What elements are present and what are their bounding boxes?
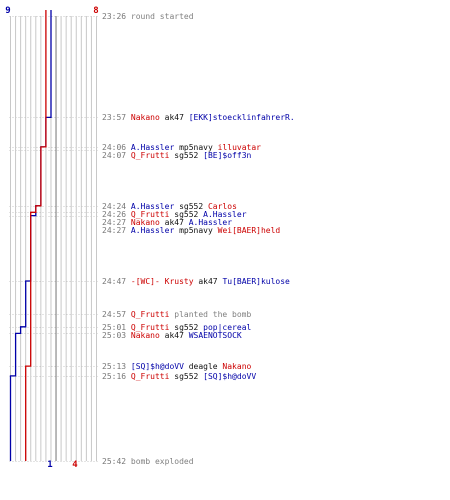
event-segment: Q_Frutti bbox=[131, 151, 170, 160]
t-start-count: 8 bbox=[93, 6, 98, 16]
event-segment: A.Hassler bbox=[131, 226, 175, 235]
event-time: 24:47 bbox=[102, 277, 131, 286]
event-segment: planted the bomb bbox=[169, 310, 251, 319]
event-segment: WSAENOTSOCK bbox=[189, 331, 242, 340]
event-time: 23:26 bbox=[102, 12, 131, 21]
event-segment: ak47 bbox=[160, 331, 189, 340]
event-segment: [EKK]stoecklinfahrerR. bbox=[189, 113, 295, 122]
ct-start-count: 9 bbox=[5, 6, 10, 16]
event-segment: A.Hassler bbox=[131, 143, 175, 152]
t-alive-line bbox=[25, 10, 47, 461]
event-time: 24:06 bbox=[102, 143, 131, 152]
event-time: 25:13 bbox=[102, 362, 131, 371]
event-time: 23:57 bbox=[102, 113, 131, 122]
event-segment: Q_Frutti bbox=[131, 323, 170, 332]
event-row: 25:01 Q_Frutti sg552 pop|cereal bbox=[102, 323, 252, 332]
event-row: 25:16 Q_Frutti sg552 [SQ]$h@doVV bbox=[102, 372, 256, 381]
event-segment: [BE]$off3n bbox=[203, 151, 251, 160]
event-segment: A.Hassler bbox=[203, 210, 247, 219]
event-segment: Tu[BAER]kulose bbox=[222, 277, 290, 286]
event-time: 24:27 bbox=[102, 218, 131, 227]
player-grid bbox=[10, 16, 97, 461]
event-time: 25:42 bbox=[102, 457, 131, 466]
t-end-count: 4 bbox=[72, 460, 78, 470]
event-segment: A.Hassler bbox=[189, 218, 233, 227]
event-log: 23:26 round started 23:57 Nakano ak47 [EK… bbox=[102, 12, 295, 466]
time-ticks bbox=[9, 16, 98, 462]
event-segment: A.Hassler bbox=[131, 202, 175, 211]
event-row: 25:42 bomb exploded bbox=[102, 457, 194, 466]
event-time: 25:01 bbox=[102, 323, 131, 332]
event-row: 24:06 A.Hassler mp5navy illuvatar bbox=[102, 143, 261, 152]
event-time: 24:24 bbox=[102, 202, 131, 211]
event-row: 24:26 Q_Frutti sg552 A.Hassler bbox=[102, 210, 247, 219]
event-time: 24:26 bbox=[102, 210, 131, 219]
event-segment: -[WC]- Krusty bbox=[131, 277, 194, 286]
event-segment: ak47 bbox=[160, 218, 189, 227]
event-segment: sg552 bbox=[169, 210, 203, 219]
event-segment: sg552 bbox=[169, 151, 203, 160]
event-segment: sg552 bbox=[169, 372, 203, 381]
event-segment: deagle bbox=[184, 362, 223, 371]
event-segment: mp5navy bbox=[174, 143, 217, 152]
event-segment: [SQ]$h@doVV bbox=[131, 362, 184, 371]
event-row: 24:07 Q_Frutti sg552 [BE]$off3n bbox=[102, 151, 252, 160]
event-row: 25:03 Nakano ak47 WSAENOTSOCK bbox=[102, 331, 242, 340]
event-row: 23:26 round started bbox=[102, 12, 194, 21]
event-segment: Nakano bbox=[131, 218, 160, 227]
event-row: 24:24 A.Hassler sg552 Carlos bbox=[102, 202, 237, 211]
event-segment: illuvatar bbox=[218, 143, 262, 152]
event-segment: Q_Frutti bbox=[131, 372, 170, 381]
event-segment: Q_Frutti bbox=[131, 310, 170, 319]
event-time: 25:16 bbox=[102, 372, 131, 381]
event-time: 25:03 bbox=[102, 331, 131, 340]
event-segment: Q_Frutti bbox=[131, 210, 170, 219]
event-segment: ak47 bbox=[160, 113, 189, 122]
event-segment: mp5navy bbox=[174, 226, 217, 235]
event-row: 25:13 [SQ]$h@doVV deagle Nakano bbox=[102, 362, 252, 371]
event-segment: sg552 bbox=[169, 323, 203, 332]
event-segment: sg552 bbox=[174, 202, 208, 211]
event-segment: Nakano bbox=[131, 113, 160, 122]
event-time: 24:27 bbox=[102, 226, 131, 235]
event-segment: Carlos bbox=[208, 202, 237, 211]
event-segment: ak47 bbox=[194, 277, 223, 286]
event-row: 24:57 Q_Frutti planted the bomb bbox=[102, 310, 252, 319]
event-segment: Wei[BAER]held bbox=[218, 226, 281, 235]
event-row: 24:27 A.Hassler mp5navy Wei[BAER]held bbox=[102, 226, 280, 235]
event-segment: bomb exploded bbox=[131, 457, 194, 466]
event-time: 24:07 bbox=[102, 151, 131, 160]
event-segment: round started bbox=[131, 12, 194, 21]
event-segment: Nakano bbox=[131, 331, 160, 340]
ct-end-count: 1 bbox=[47, 460, 52, 470]
event-segment: pop|cereal bbox=[203, 323, 251, 332]
event-time: 24:57 bbox=[102, 310, 131, 319]
event-row: 24:27 Nakano ak47 A.Hassler bbox=[102, 218, 232, 227]
event-segment: Nakano bbox=[222, 362, 251, 371]
event-row: 23:57 Nakano ak47 [EKK]stoecklinfahrerR. bbox=[102, 113, 295, 122]
event-row: 24:47 -[WC]- Krusty ak47 Tu[BAER]kulose bbox=[102, 277, 290, 286]
event-segment: [SQ]$h@doVV bbox=[203, 372, 256, 381]
